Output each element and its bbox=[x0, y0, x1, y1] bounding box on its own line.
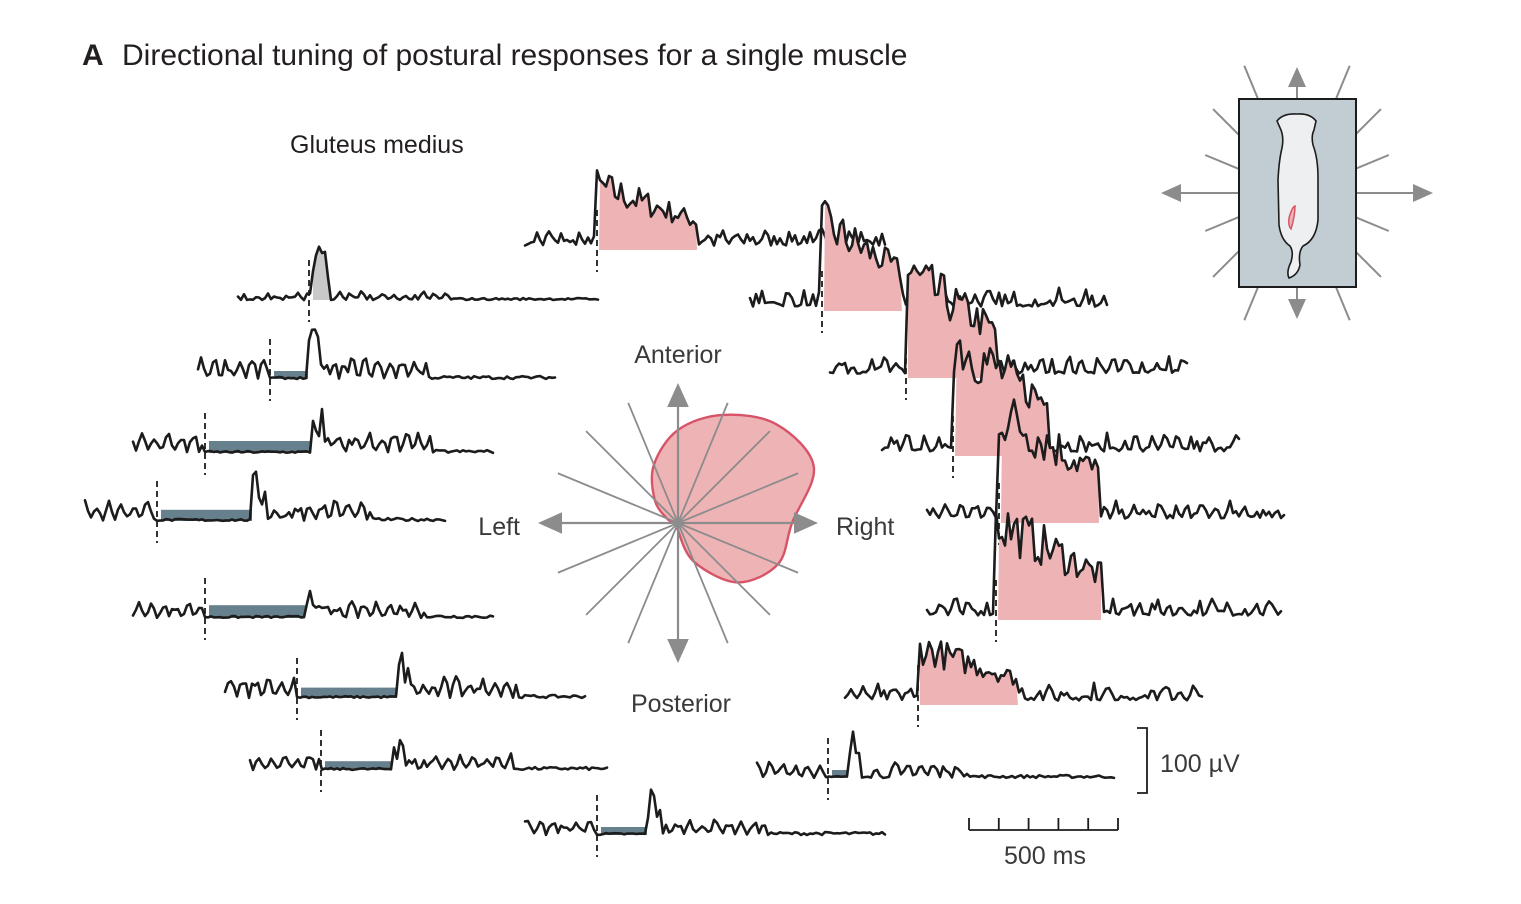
inhibition-period bbox=[274, 371, 308, 379]
direction-spoke bbox=[627, 522, 679, 644]
arrow-head-icon bbox=[794, 512, 818, 534]
emg-signal bbox=[223, 651, 587, 700]
emg-trace-posterior-left-1 bbox=[248, 730, 609, 792]
emg-signal bbox=[925, 510, 1283, 617]
direction-spoke bbox=[677, 522, 771, 616]
perturbation-direction-arrows-icon bbox=[1161, 65, 1433, 321]
label-anterior: Anterior bbox=[634, 341, 722, 369]
emg-trace-posterior-right-1 bbox=[925, 510, 1283, 642]
emg-trace-anterior-left-3 bbox=[236, 245, 600, 322]
arrow-head-icon bbox=[538, 512, 562, 534]
direction-spoke bbox=[557, 522, 679, 574]
panel-title-text: Directional tuning of postural responses… bbox=[122, 39, 907, 72]
emg-signal bbox=[131, 407, 495, 455]
inhibition-period bbox=[325, 761, 391, 770]
emg-signal bbox=[843, 640, 1204, 702]
perturbation-spoke bbox=[1335, 65, 1351, 100]
perturbation-spoke bbox=[1212, 250, 1240, 278]
label-left: Left bbox=[478, 513, 520, 541]
perturbation-spoke bbox=[1212, 108, 1240, 136]
muscle-location-icon bbox=[1288, 204, 1296, 231]
direction-spoke bbox=[627, 402, 679, 524]
panel-letter: A bbox=[82, 39, 104, 72]
emg-traces bbox=[83, 169, 1286, 857]
excitation-burst bbox=[1001, 399, 1099, 523]
excitation-burst bbox=[908, 265, 996, 378]
emg-signal bbox=[523, 788, 887, 837]
perturbation-spoke bbox=[1354, 108, 1382, 136]
excitation-burst bbox=[998, 513, 1101, 620]
label-posterior: Posterior bbox=[631, 690, 731, 718]
emg-trace-posterior-left-3 bbox=[131, 578, 495, 640]
inhibition-period bbox=[601, 827, 647, 835]
perturbation-spoke bbox=[1204, 154, 1239, 170]
direction-spoke bbox=[677, 522, 799, 574]
perturbation-spoke bbox=[1204, 216, 1239, 232]
tuning-polar-plot bbox=[538, 383, 818, 663]
inhibition-period bbox=[832, 770, 848, 778]
direction-spoke bbox=[585, 522, 679, 616]
time-scale-bar: 500 ms bbox=[968, 818, 1119, 870]
direction-spoke bbox=[677, 522, 729, 644]
panel-title: A Directional tuning of postural respons… bbox=[82, 39, 907, 72]
emg-trace-posterior-right-3 bbox=[755, 730, 1116, 800]
emg-trace-posterior-left-2 bbox=[223, 651, 587, 720]
emg-signal bbox=[755, 730, 1116, 780]
emg-trace-anterior-left-2 bbox=[196, 328, 557, 401]
inhibition-period bbox=[161, 509, 252, 521]
emg-trace-posterior bbox=[523, 788, 887, 857]
tuning-curve bbox=[650, 413, 816, 584]
muscle-label: Gluteus medius bbox=[290, 131, 464, 159]
amplitude-scale-bar: 100 µV bbox=[1137, 727, 1240, 794]
emg-signal bbox=[131, 589, 495, 620]
emg-signal bbox=[925, 398, 1286, 520]
emg-trace-posterior-right-2 bbox=[843, 640, 1204, 727]
arrow-head-icon bbox=[667, 639, 689, 663]
inhibition-period bbox=[209, 441, 310, 453]
emg-trace-left bbox=[83, 470, 447, 543]
direction-spoke bbox=[677, 430, 771, 524]
excitation-burst bbox=[920, 641, 1018, 705]
perturbation-spoke bbox=[1355, 216, 1390, 232]
direction-spoke bbox=[677, 402, 729, 524]
time-scale-label: 500 ms bbox=[1004, 842, 1086, 870]
excitation-burst bbox=[599, 176, 697, 250]
perturbation-spoke bbox=[1355, 154, 1390, 170]
arrow-head-icon bbox=[1288, 299, 1306, 319]
arrow-head-icon bbox=[1413, 184, 1433, 202]
direction-spoke bbox=[585, 430, 679, 524]
arrow-head-icon bbox=[667, 383, 689, 407]
cat-silhouette-icon bbox=[1276, 113, 1319, 279]
perturbation-spoke bbox=[1335, 286, 1351, 321]
perturbation-spoke bbox=[1243, 286, 1259, 321]
arrow-head-icon bbox=[1161, 184, 1181, 202]
emg-signal bbox=[196, 328, 557, 381]
arrow-head-icon bbox=[1288, 67, 1306, 87]
emg-trace-anterior-left-1 bbox=[131, 407, 495, 475]
excitation-burst bbox=[955, 340, 1048, 456]
inhibition-period bbox=[301, 687, 397, 698]
direction-spoke bbox=[557, 472, 679, 524]
cat-platform-diagram bbox=[1161, 65, 1433, 321]
neutral-burst bbox=[313, 246, 331, 300]
emg-signal bbox=[236, 245, 600, 302]
amplitude-scale-label: 100 µV bbox=[1160, 750, 1240, 778]
perturbation-spoke bbox=[1243, 65, 1259, 100]
emg-signal bbox=[248, 738, 609, 772]
emg-signal bbox=[83, 470, 447, 523]
label-right: Right bbox=[836, 513, 894, 541]
perturbation-spoke bbox=[1354, 250, 1382, 278]
direction-spoke bbox=[677, 472, 799, 524]
